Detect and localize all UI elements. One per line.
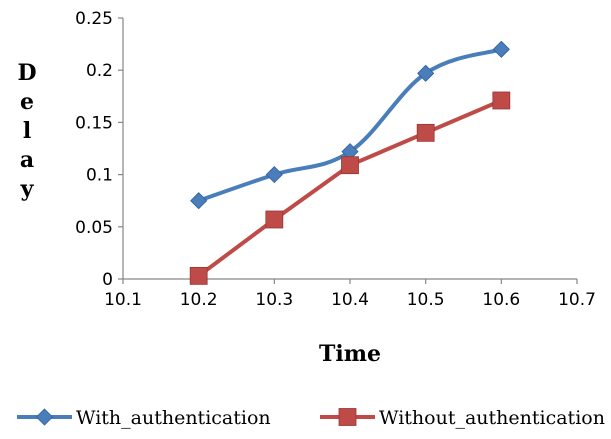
legend-label: With_authentication (76, 407, 271, 429)
series-layer (189, 40, 511, 285)
y-tick-label: 0 (102, 270, 113, 290)
data-point (492, 40, 510, 58)
x-tick-label: 10.6 (482, 290, 520, 310)
data-point (492, 91, 511, 110)
legend-label: Without_authentication (379, 407, 605, 429)
series-2 (189, 91, 511, 285)
x-tick-label: 10.1 (104, 290, 142, 310)
tick-labels: 0 0.05 0.1 0.15 0.2 0.25 10.1 10.2 10.3 10.4 10.5 1… (75, 9, 596, 310)
legend-swatch-marker (35, 408, 54, 426)
x-tick-label: 10.3 (255, 290, 293, 310)
y-tick-label: 0.25 (75, 9, 113, 29)
y-tick-label: 0.2 (86, 61, 113, 81)
legend-entry: With_authentication (17, 407, 271, 429)
data-point (417, 64, 435, 82)
series-line (197, 98, 503, 278)
y-axis-title-letter: y (20, 176, 35, 202)
y-tick-label: 0.05 (75, 218, 113, 238)
y-tick-label: 0.1 (86, 166, 113, 186)
series-line (198, 47, 502, 203)
x-tick-label: 10.4 (331, 290, 369, 310)
x-tick-label: 10.2 (180, 290, 218, 310)
y-axis-title-letter: a (20, 147, 34, 173)
legend-entry: Without_authentication (320, 407, 605, 429)
x-tick-label: 10.7 (558, 290, 596, 310)
legend-swatch-marker (338, 408, 357, 426)
data-point (190, 192, 208, 210)
data-point (189, 266, 208, 285)
data-point (265, 210, 284, 229)
series-1 (190, 40, 510, 210)
data-point (416, 123, 435, 142)
y-tick-label: 0.15 (75, 113, 113, 133)
legend: With_authentication Without_authenticatio… (17, 407, 605, 429)
y-axis-title-letter: D (17, 60, 36, 86)
data-point (265, 166, 283, 184)
data-point (341, 156, 359, 175)
y-axis-title-letter: l (23, 118, 31, 144)
x-axis-title: Time (319, 341, 381, 367)
y-axis-title-letter: e (20, 89, 34, 115)
x-tick-label: 10.5 (407, 290, 445, 310)
